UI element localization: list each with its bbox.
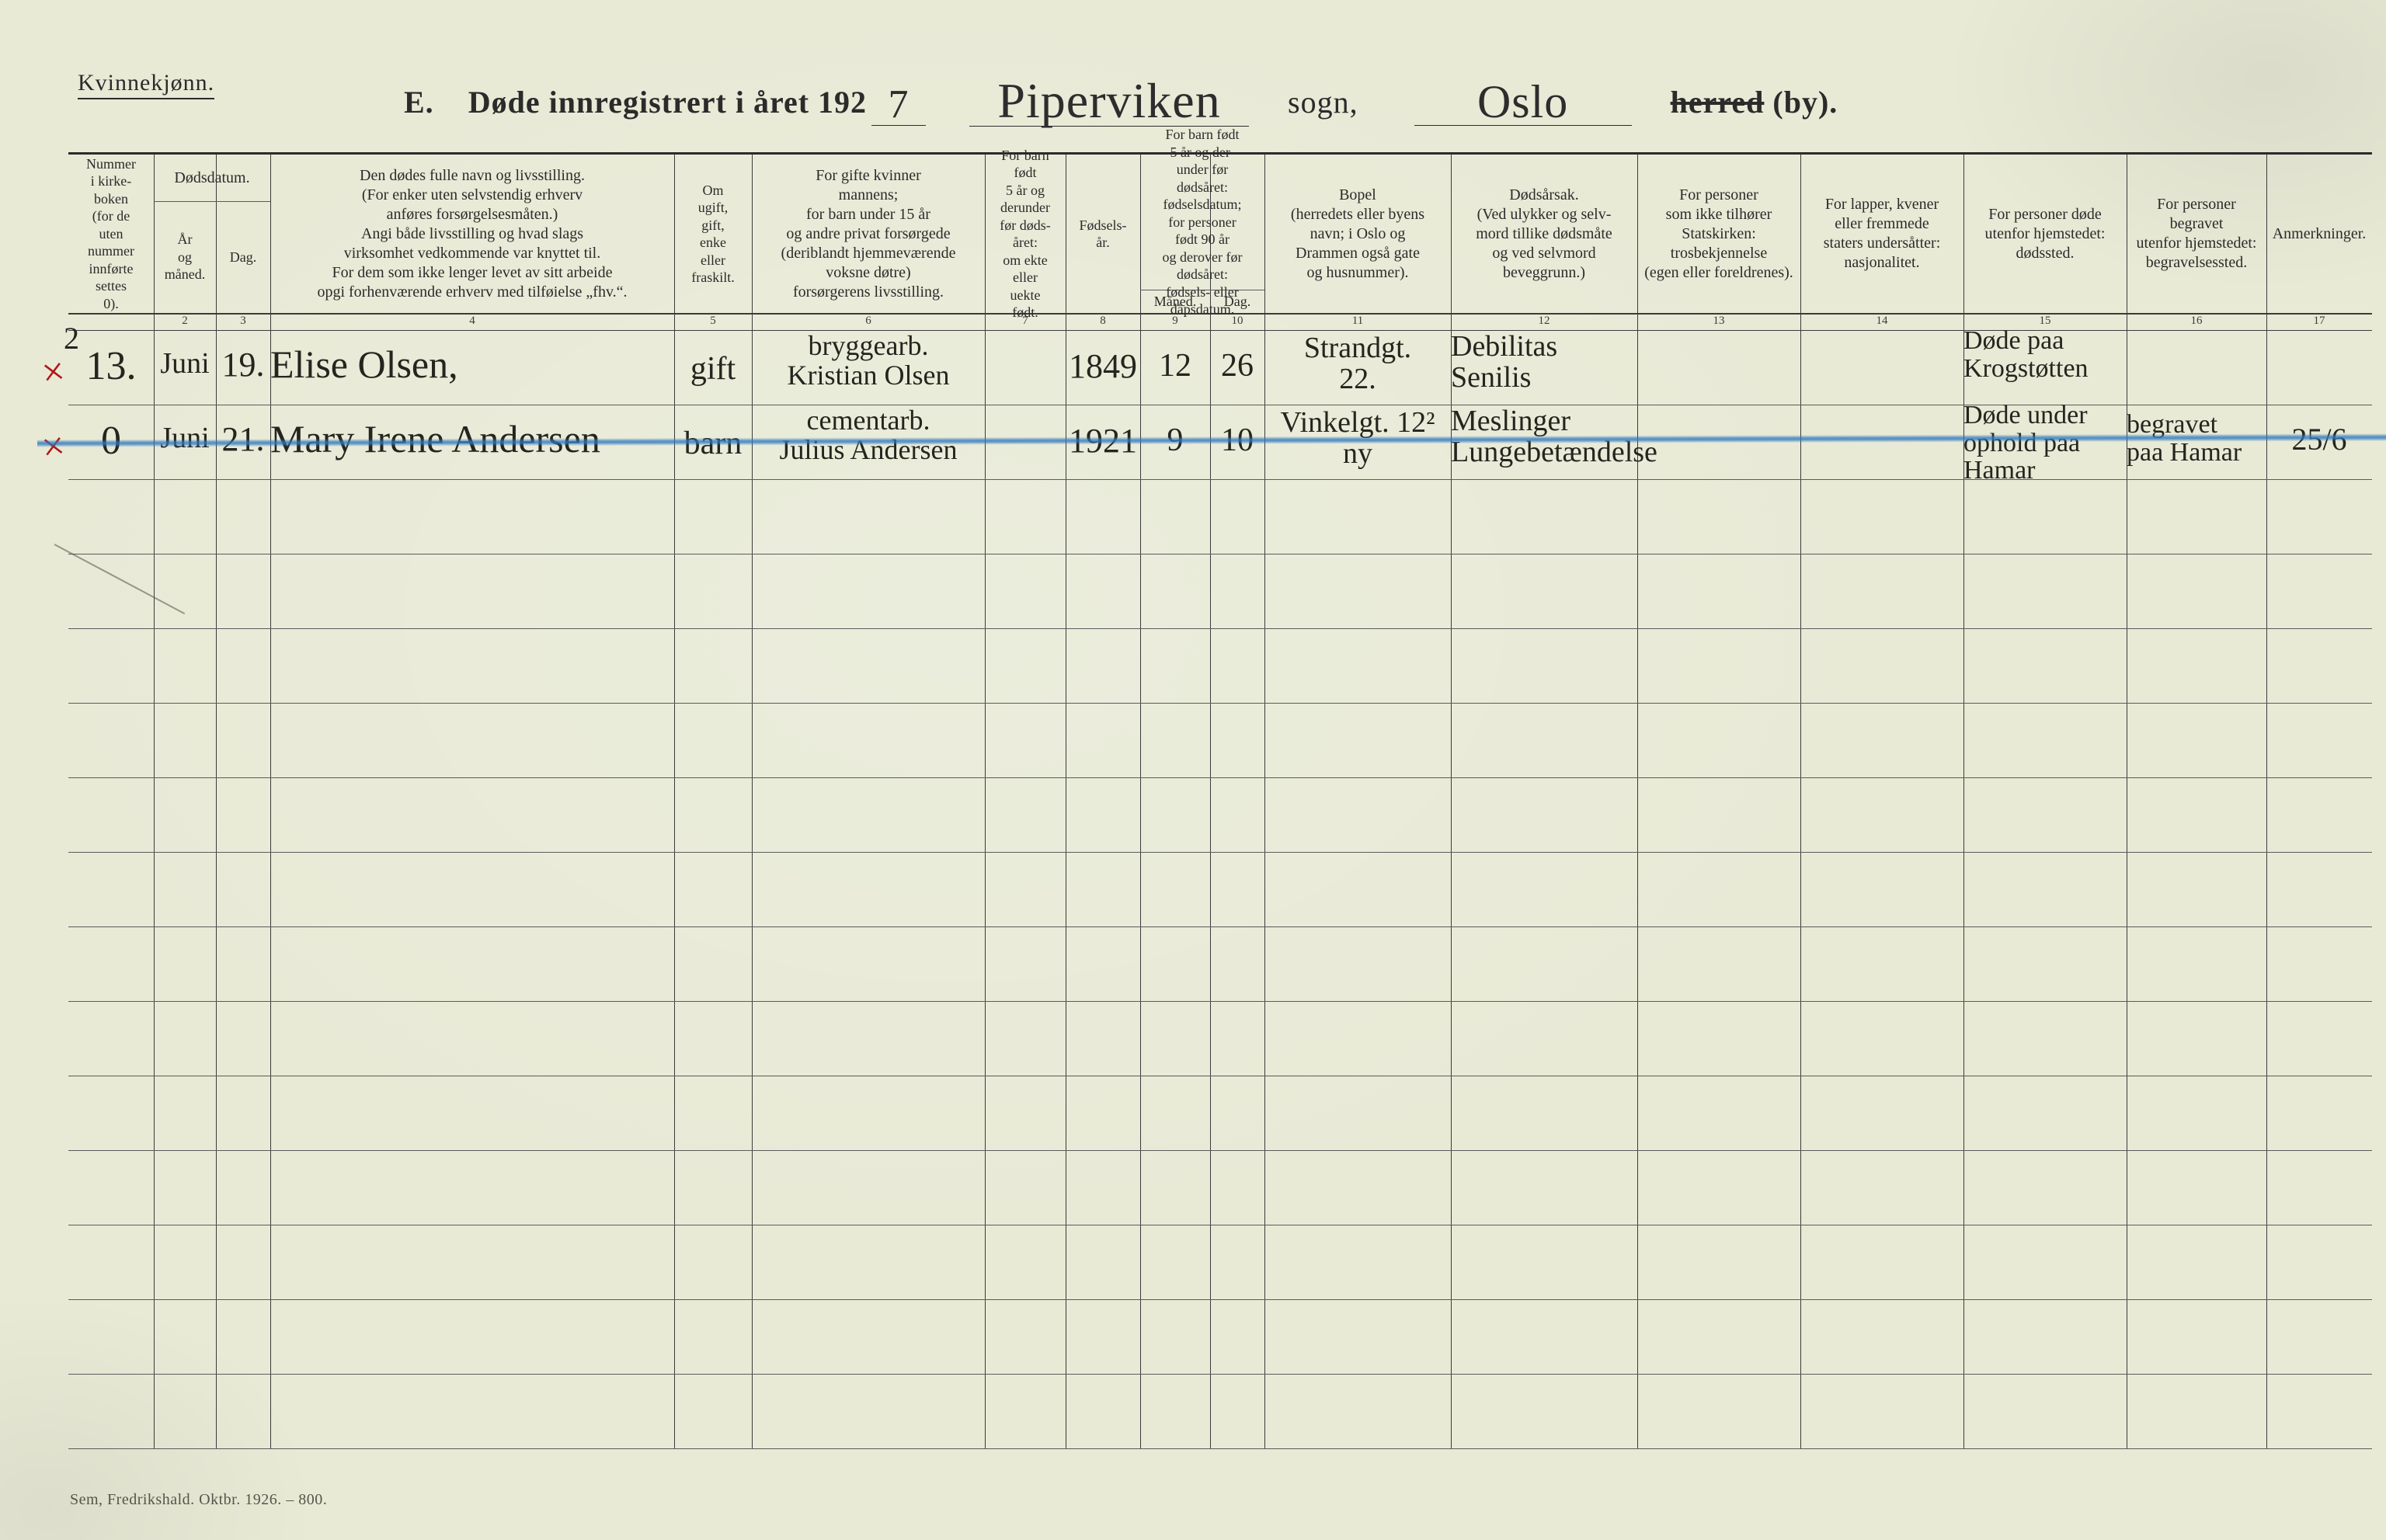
column-header: Om ugift, gift, enke eller fraskilt. <box>674 155 752 313</box>
parish-fillin: Piperviken <box>969 76 1249 127</box>
col-divider <box>1637 155 1638 1448</box>
cell-value: Elise Olsen, <box>270 344 674 385</box>
herred-strike: herred <box>1671 85 1765 120</box>
column-header: For barn født 5 år og derunder før døds-… <box>985 155 1066 313</box>
cell-value: 21. <box>216 422 270 457</box>
red-x-mark: × <box>39 422 68 471</box>
column-header: Fødsels- år. <box>1066 155 1140 313</box>
cell-value: barn <box>674 426 752 461</box>
cell-value: 1921 <box>1066 423 1140 459</box>
column-header: Den dødes fulle navn og livsstilling. (F… <box>270 155 674 313</box>
column-header: Bopel (herredets eller byens navn; i Osl… <box>1264 155 1451 313</box>
column-header: Anmerkninger. <box>2266 155 2372 313</box>
cell-value: 13. <box>68 346 154 388</box>
district-fillin: Oslo <box>1414 78 1632 126</box>
gender-label: Kvinnekjønn. <box>78 70 214 99</box>
column-number: 17 <box>2266 315 2372 328</box>
column-number: 11 <box>1264 315 1451 328</box>
cell-value: 0 <box>68 420 154 463</box>
column-header: For lapper, kvener eller fremmede stater… <box>1800 155 1963 313</box>
cell-value: Mary Irene Andersen <box>270 419 674 460</box>
cell-value: Debilitas Senilis <box>1451 332 1637 394</box>
year-suffix: 7 <box>871 85 926 126</box>
cell-value: 1849 <box>1066 349 1140 384</box>
cell-value: Meslinger Lungebetændelse <box>1451 406 1637 468</box>
cell-value: 12 <box>1140 349 1210 383</box>
parish-word: sogn, <box>1288 85 1358 120</box>
cell-value: Vinkelgt. 12² ny <box>1264 408 1451 470</box>
column-header: For personer begravet utenfor hjemstedet… <box>2127 155 2266 313</box>
cell-value: Juni <box>154 349 216 380</box>
col-divider <box>2266 155 2267 1448</box>
col-divider <box>674 155 675 1448</box>
column-number: 12 <box>1451 315 1637 328</box>
column-header: Måned. <box>1140 290 1210 313</box>
col-divider <box>985 155 986 1448</box>
cell-value: 9 <box>1140 423 1210 457</box>
printer-footer: Sem, Fredrikshald. Oktbr. 1926. – 800. <box>70 1491 327 1509</box>
column-number: 4 <box>270 315 674 328</box>
column-number: 16 <box>2127 315 2266 328</box>
cell-value: cementarb. Julius Andersen <box>752 406 985 465</box>
column-number: 3 <box>216 315 270 328</box>
column-number: 7 <box>985 315 1066 328</box>
column-header: Dag. <box>216 201 270 313</box>
column-header: For barn født 5 år og der- under før død… <box>1140 155 1264 290</box>
column-number: 6 <box>752 315 985 328</box>
cell-value: Døde paa Krogstøtten <box>1963 327 2127 382</box>
cell-value: 19. <box>216 347 270 383</box>
cell-value: 25/6 <box>2266 423 2372 456</box>
cell-value: Døde under ophold paa Hamar <box>1963 402 2127 485</box>
column-header: For personer døde utenfor hjemstedet: dø… <box>1963 155 2127 313</box>
column-number: 9 <box>1140 315 1210 328</box>
register-table: Nummer i kirke- boken (for de uten numme… <box>68 152 2372 1449</box>
column-number: 5 <box>674 315 752 328</box>
cell-value: 10 <box>1210 423 1264 457</box>
col-divider <box>1800 155 1801 1448</box>
by-suffix: (by). <box>1772 85 1838 120</box>
cell-value: 26 <box>1210 349 1264 383</box>
column-header: Dødsårsak. (Ved ulykker og selv- mord ti… <box>1451 155 1637 313</box>
cell-value: gift <box>674 352 752 386</box>
column-number: 2 <box>154 315 216 328</box>
cell-value: Juni <box>154 423 216 454</box>
column-header: For gifte kvinner mannens; for barn unde… <box>752 155 985 313</box>
column-number: 8 <box>1066 315 1140 328</box>
cell-value: Strandgt. 22. <box>1264 333 1451 395</box>
column-header: For personer som ikke tilhører Statskirk… <box>1637 155 1800 313</box>
cell-value: bryggearb. Kristian Olsen <box>752 332 985 391</box>
title-letter: E. <box>404 85 434 120</box>
title-text: Døde innregistrert i året 192 <box>468 85 867 120</box>
title-row: E. Døde innregistrert i året 1927 Piperv… <box>404 71 1838 122</box>
column-header: År og måned. <box>154 201 216 313</box>
cell-value: begravet paa Hamar <box>2127 411 2266 466</box>
column-header: Nummer i kirke- boken (for de uten numme… <box>68 155 154 313</box>
register-page: Kvinnekjønn. E. Døde innregistrert i åre… <box>0 0 2386 1540</box>
column-number: 14 <box>1800 315 1963 328</box>
column-header: Dødsdatum. <box>154 155 270 201</box>
column-number: 13 <box>1637 315 1800 328</box>
column-number: 10 <box>1210 315 1264 328</box>
column-header: Dag. <box>1210 290 1264 313</box>
